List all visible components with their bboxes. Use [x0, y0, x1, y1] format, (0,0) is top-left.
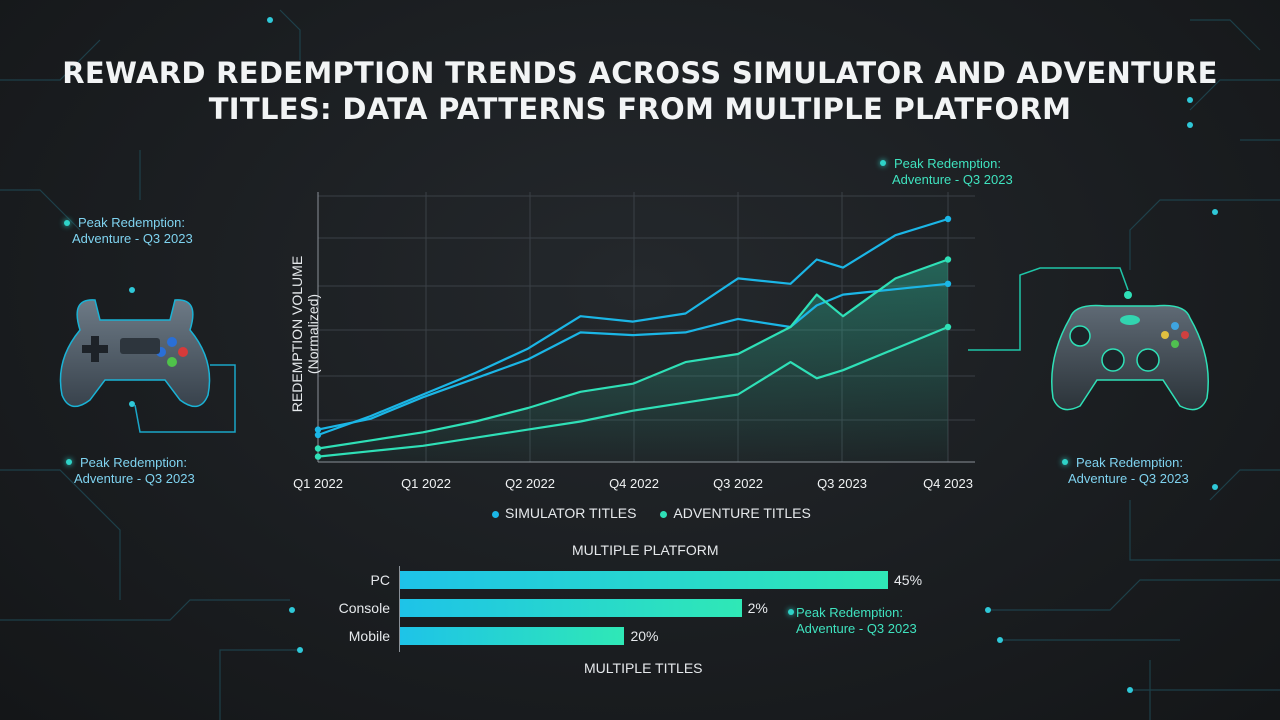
bar-mobile	[400, 627, 625, 645]
y-axis-title-line-1: REDEMPTION VOLUME	[289, 255, 305, 413]
legend-swatch-adventure	[660, 510, 668, 518]
callout-line-2: Adventure - Q3 2023	[74, 471, 195, 486]
x-tick-label: Q4 2022	[609, 476, 659, 491]
bar-pc	[400, 571, 888, 589]
bar-category-label: Console	[338, 600, 390, 616]
bar-category-label: PC	[370, 572, 390, 588]
legend-label-adventure: ADVENTURE TITLES	[673, 505, 811, 521]
y-axis-title: REDEMPTION VOLUME (Normalized)	[289, 244, 321, 424]
data-point-adventure	[314, 453, 322, 460]
callout-line-1: Peak Redemption:	[894, 156, 1001, 171]
bar-category-label: Mobile	[348, 628, 390, 644]
callout-dot	[880, 160, 886, 166]
legend-label-simulator: SIMULATOR TITLES	[505, 505, 637, 521]
callout-line-2: Adventure - Q3 2023	[892, 172, 1013, 187]
callout-line-1: Peak Redemption:	[80, 455, 187, 470]
right-gamepad-icon	[1051, 304, 1209, 411]
title-line-1: REWARD REDEMPTION TRENDS ACROSS SIMULATO…	[62, 56, 1218, 90]
callout-top-right: Peak Redemption: Adventure - Q3 2023	[880, 156, 1013, 188]
bar-value-label: 20%	[630, 628, 659, 644]
series-line-adventure-2	[317, 258, 949, 450]
data-point-simulator	[314, 431, 322, 439]
data-point-adventure	[314, 445, 322, 452]
callout-line-1: Peak Redemption:	[796, 605, 903, 620]
legend-item-adventure: ADVENTURE TITLES	[660, 505, 811, 521]
x-tick-label: Q1 2022	[401, 476, 451, 491]
callout-bottom-left: Peak Redemption: Adventure - Q3 2023	[66, 455, 195, 487]
x-tick-label: Q4 2023	[923, 476, 973, 491]
data-point-simulator	[314, 426, 322, 433]
data-point-simulator	[944, 215, 952, 223]
callout-line-1: Peak Redemption:	[78, 215, 185, 230]
x-tick-label: Q2 2022	[505, 476, 555, 491]
series-line-simulator-0	[317, 282, 949, 431]
callout-dot	[1062, 459, 1068, 465]
data-point-adventure	[944, 256, 952, 263]
legend: SIMULATOR TITLES ADVENTURE TITLES	[492, 505, 811, 521]
bar-console	[400, 599, 742, 617]
callout-dot	[788, 609, 794, 615]
bar-chart-title: MULTIPLE PLATFORM	[572, 542, 719, 558]
x-tick-label: Q3 2022	[713, 476, 763, 491]
callout-line-2: Adventure - Q3 2023	[796, 621, 917, 636]
series-line-simulator-1	[317, 217, 949, 437]
callout-top-left: Peak Redemption: Adventure - Q3 2023	[64, 215, 193, 247]
series-line-adventure-3	[317, 325, 949, 458]
x-tick-label: Q3 2023	[817, 476, 867, 491]
bar-chart-xlabel: MULTIPLE TITLES	[584, 660, 703, 676]
chart-title: REWARD REDEMPTION TRENDS ACROSS SIMULATO…	[0, 55, 1280, 127]
y-axis-title-line-2: (Normalized)	[305, 293, 321, 375]
x-tick-label: Q1 2022	[293, 476, 343, 491]
bar-chart-axis	[399, 566, 400, 652]
left-gamepad-icon	[59, 299, 211, 408]
adventure-area-fill	[318, 259, 948, 462]
legend-swatch-simulator	[492, 510, 499, 518]
callout-bar: Peak Redemption: Adventure - Q3 2023	[788, 605, 917, 637]
callout-right: Peak Redemption: Adventure - Q3 2023	[1062, 455, 1189, 487]
callout-dot	[66, 459, 72, 465]
callout-line-2: Adventure - Q3 2023	[72, 231, 193, 246]
data-point-simulator	[944, 280, 952, 287]
data-point-adventure	[944, 323, 952, 331]
title-line-2: TITLES: DATA PATTERNS FROM MULTIPLE PLAT…	[208, 92, 1072, 126]
series-lines	[314, 215, 952, 460]
x-tick-labels: Q1 2022 Q1 2022 Q2 2022 Q4 2022 Q3 2022 Q3 20…	[293, 476, 973, 491]
callout-line-2: Adventure - Q3 2023	[1068, 471, 1189, 486]
bar-value-label: 45%	[894, 572, 923, 588]
legend-item-simulator: SIMULATOR TITLES	[492, 505, 640, 521]
bar-value-label: 2%	[747, 600, 768, 616]
callout-line-1: Peak Redemption:	[1076, 455, 1183, 470]
callout-dot	[64, 220, 70, 226]
